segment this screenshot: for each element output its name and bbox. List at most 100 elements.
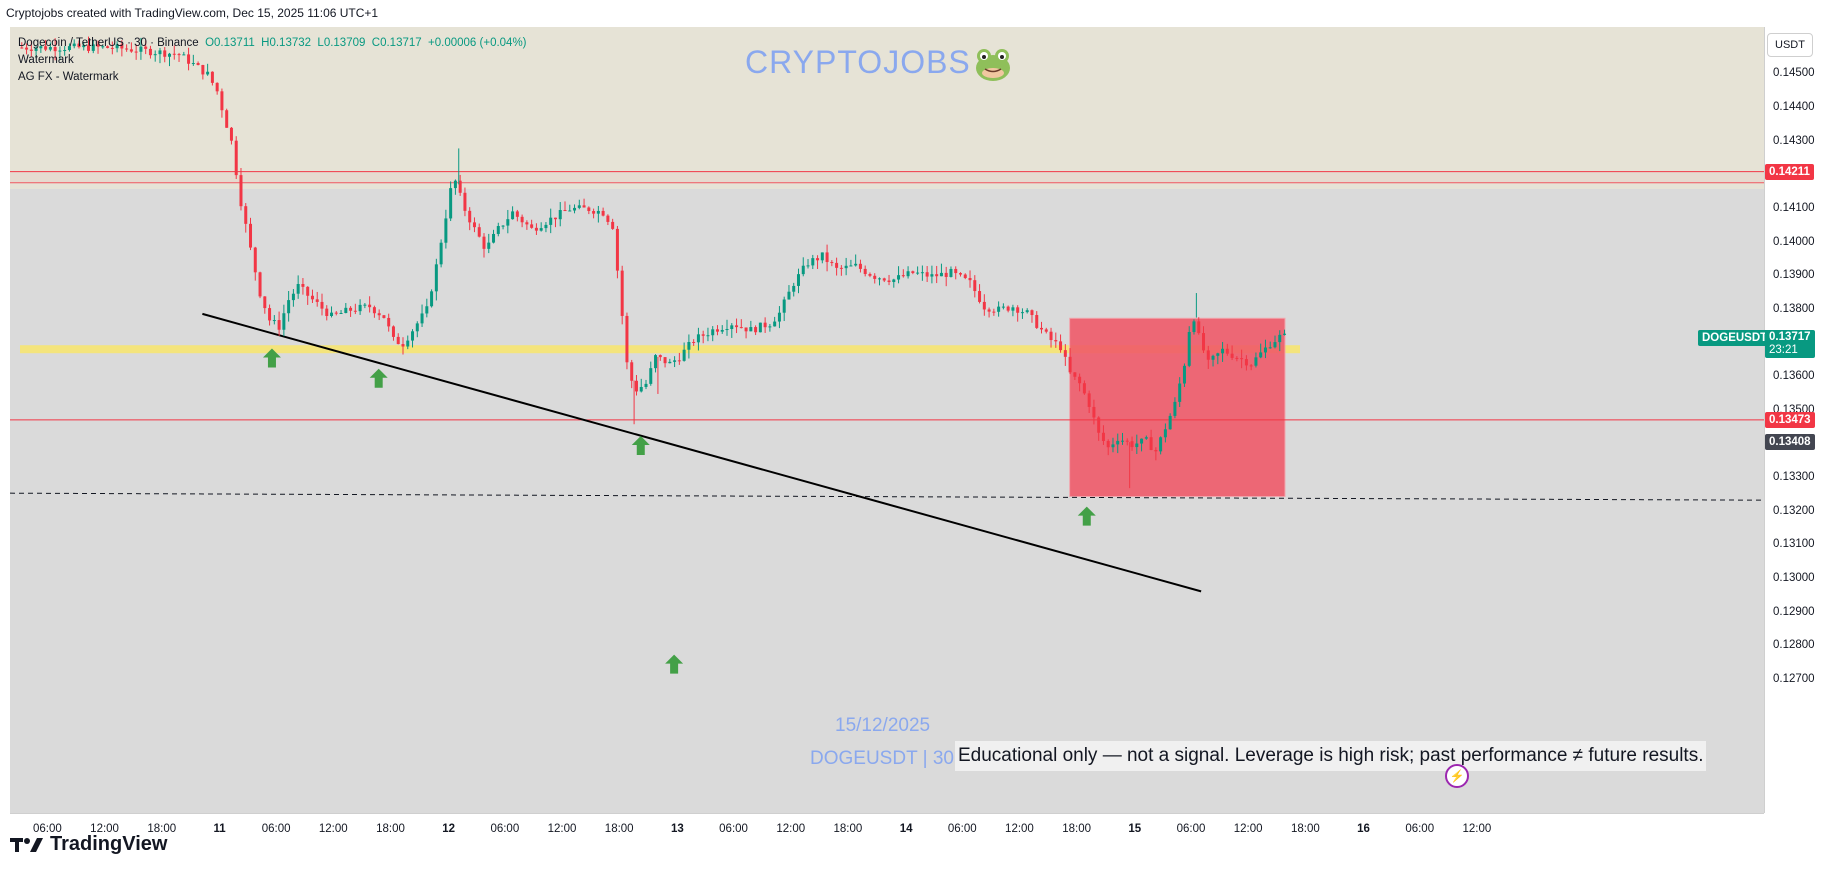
candle-body <box>916 272 920 274</box>
candle-body <box>268 308 272 321</box>
candle-body <box>334 312 338 314</box>
candle-body <box>1216 353 1220 356</box>
candle-body <box>187 54 191 64</box>
candle-body <box>725 329 729 331</box>
price-tick-label: 0.14300 <box>1773 134 1815 147</box>
candle-body <box>320 301 324 309</box>
ohlc-open: O0.13711 <box>205 37 255 49</box>
candle-body <box>472 222 476 228</box>
candle-body <box>34 48 38 51</box>
indicator-agfx-watermark[interactable]: AG FX - Watermark <box>18 71 119 83</box>
candle-body <box>844 265 848 269</box>
candle-body <box>172 53 176 55</box>
candle-body <box>858 263 862 269</box>
price-tick-label: 0.13300 <box>1773 471 1815 484</box>
candle-body <box>978 291 982 302</box>
candle-body <box>229 127 233 141</box>
chart-plot-area[interactable]: Dogecoin / TetherUS · 30 · Binance O0.13… <box>10 27 1764 813</box>
candle-body <box>1087 393 1091 407</box>
candle-body <box>758 322 762 333</box>
indicator-watermark[interactable]: Watermark <box>18 54 74 66</box>
candle-body <box>272 320 276 322</box>
candle-body <box>816 258 820 261</box>
time-tick-label: 18:00 <box>376 823 405 835</box>
candle-body <box>239 175 243 207</box>
candle-body <box>1073 372 1077 377</box>
time-tick-label: 12:00 <box>1462 823 1492 835</box>
candle-body <box>1168 415 1172 430</box>
candle-body <box>368 304 372 308</box>
candle-body <box>1235 357 1239 359</box>
candle-body <box>606 215 610 222</box>
candle-body <box>1001 306 1005 308</box>
candle-body <box>44 46 48 50</box>
candle-body <box>882 278 886 281</box>
candle-body <box>201 65 205 75</box>
candle-body <box>406 340 410 347</box>
candle-body <box>777 312 781 322</box>
candle-body <box>191 63 195 65</box>
up-arrow-marker <box>665 654 684 674</box>
candle-body <box>530 224 534 228</box>
candle-body <box>782 299 786 313</box>
candle-body <box>520 216 524 223</box>
tradingview-logo[interactable]: TradingView <box>10 833 167 856</box>
candle-body <box>501 225 505 227</box>
candle-body <box>992 311 996 313</box>
candle-body <box>148 48 152 56</box>
candle-body <box>820 252 824 261</box>
up-arrow-marker <box>262 348 281 368</box>
candle-body <box>220 91 224 111</box>
candle-body <box>182 54 186 56</box>
time-axis[interactable]: 06:00 12:00 18:00 11 06:00 12:00 18:00 12 06:00 1… <box>10 813 1764 844</box>
candle-body <box>315 299 319 302</box>
candle-body <box>115 44 119 49</box>
candle-body <box>568 210 572 212</box>
candle-body <box>496 226 500 234</box>
crosshair-price-label: 0.13408 <box>1765 433 1815 450</box>
candle-body <box>1006 306 1010 311</box>
candle-body <box>1159 437 1163 452</box>
symbol-title[interactable]: Dogecoin / TetherUS · 30 · Binance <box>18 37 199 49</box>
ohlc-close: C0.13717 <box>371 37 422 49</box>
candle-body <box>477 227 481 237</box>
candle-body <box>1016 307 1020 313</box>
candle-body <box>310 295 314 300</box>
time-tick-label: 06:00 <box>719 823 748 835</box>
candle-body <box>39 46 43 49</box>
candle-body <box>129 49 133 52</box>
candle-body <box>930 274 934 277</box>
candle-body <box>339 313 343 315</box>
candle-body <box>363 304 367 306</box>
candle-body <box>1254 357 1258 366</box>
time-tick-label: 12:00 <box>90 823 119 835</box>
candle-body <box>849 265 853 267</box>
candle-body <box>835 262 839 268</box>
premium-zone-band <box>10 27 1764 189</box>
candle-body <box>720 329 724 332</box>
currency-button[interactable]: USDT <box>1767 33 1813 57</box>
candle-body <box>344 307 348 314</box>
time-tick-label: 18:00 <box>147 823 177 835</box>
time-tick-label: 18:00 <box>1290 823 1320 835</box>
candle-body <box>1063 350 1067 357</box>
time-tick-label: 06:00 <box>490 823 520 835</box>
candle-body <box>53 47 57 52</box>
candle-body <box>1068 356 1072 373</box>
resistance-price-label: 0.14211 <box>1765 163 1814 180</box>
support-price-label: 0.13473 <box>1765 411 1815 428</box>
candle-body <box>1149 437 1153 450</box>
candle-body <box>77 43 81 48</box>
candle-body <box>1078 376 1082 384</box>
candle-body <box>715 329 719 332</box>
candle-body <box>58 50 62 52</box>
price-tick-label: 0.12700 <box>1773 672 1815 685</box>
candle-body <box>48 47 52 50</box>
candle-body <box>87 45 91 51</box>
candle-body <box>792 285 796 292</box>
candle-body <box>253 247 257 273</box>
lightning-icon[interactable]: ⚡ <box>1445 764 1469 788</box>
candle-body <box>1202 333 1206 351</box>
candle-body <box>573 207 577 211</box>
candle-body <box>830 262 834 264</box>
